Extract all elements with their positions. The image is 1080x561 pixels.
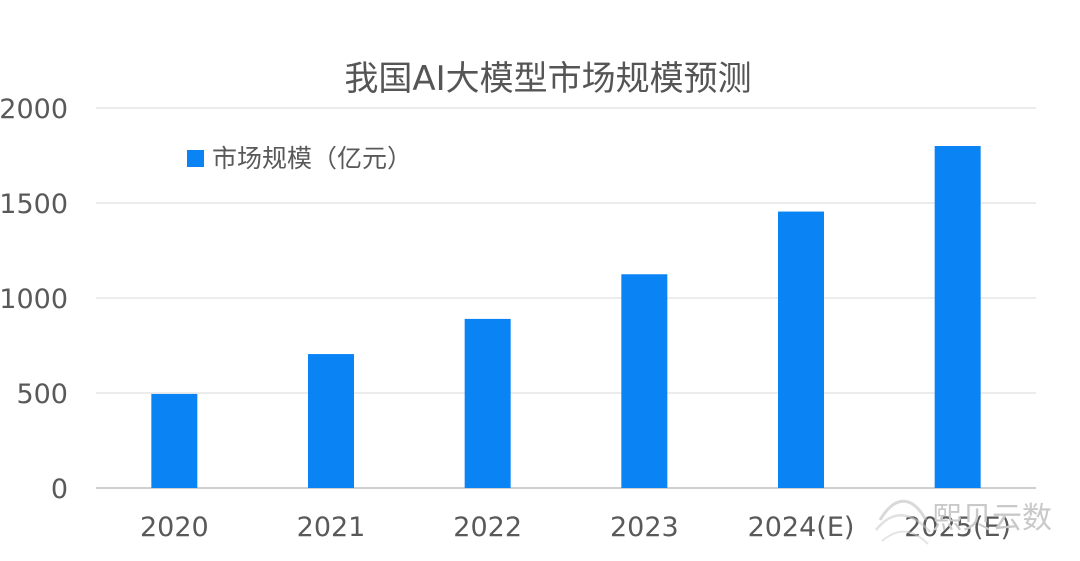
wave-logo-icon [875,499,931,545]
y-tick-label: 1500 [0,189,68,220]
bar [151,393,198,488]
bar [621,274,668,488]
y-axis: 0 500 1000 1500 2000 [0,94,68,505]
chart-title: 我国AI大模型市场规模预测 [344,59,751,99]
watermark-text: 熙贝云数 [932,501,1052,536]
bar [464,318,511,488]
y-tick-label: 2000 [0,94,68,125]
x-tick-label: 2021 [297,512,366,543]
y-tick-label: 1000 [0,284,68,315]
legend-swatch [187,150,204,167]
bar [308,354,354,488]
gridlines [96,107,1036,489]
y-tick-label: 500 [16,379,68,410]
legend: 市场规模（亿元） [187,144,412,173]
legend-label: 市场规模（亿元） [212,144,412,173]
y-tick-label: 0 [51,474,68,505]
x-tick-label: 2023 [610,512,679,543]
bars [151,146,981,489]
x-tick-label: 2020 [140,512,209,543]
bar [934,146,981,488]
x-axis: 2020 2021 2022 2023 2024(E) 2025(E) [140,512,1011,543]
watermark: 熙贝云数 [875,499,1052,545]
x-tick-label: 2022 [453,512,522,543]
x-tick-label: 2024(E) [748,512,855,543]
bar [778,211,824,489]
